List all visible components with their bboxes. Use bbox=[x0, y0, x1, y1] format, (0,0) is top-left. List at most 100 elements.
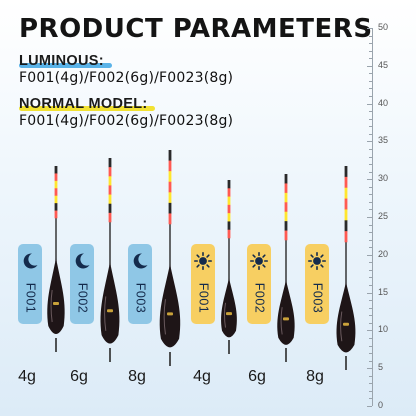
ruler-tick-label: 5 bbox=[378, 362, 384, 373]
ruler-tick bbox=[367, 292, 372, 294]
float-tip-segment bbox=[344, 187, 348, 199]
float-tip-segment bbox=[227, 180, 231, 189]
float-tip-segment bbox=[344, 231, 348, 243]
float-highlight bbox=[104, 296, 107, 331]
ruler-tick bbox=[367, 217, 372, 218]
float-tip-segment bbox=[54, 188, 58, 197]
sun-icon bbox=[194, 252, 213, 271]
float-tip-segment bbox=[168, 192, 172, 204]
float-tip-segment bbox=[168, 202, 172, 214]
ruler-tick bbox=[369, 73, 372, 75]
float-tip-segment bbox=[284, 202, 288, 213]
ruler-tick bbox=[369, 375, 372, 377]
ruler-tick bbox=[367, 28, 372, 29]
ruler-tick bbox=[369, 322, 372, 324]
ruler-tick-label: 50 bbox=[378, 22, 389, 32]
ruler-tick bbox=[369, 353, 372, 355]
normal-label: NORMAL MODEL: bbox=[19, 96, 156, 112]
ruler-tick bbox=[367, 65, 372, 67]
float-tip-segment bbox=[284, 183, 288, 194]
ruler-tick bbox=[369, 126, 372, 128]
float-tip-segment bbox=[284, 192, 288, 203]
luminous-label-text: LUMINOUS: bbox=[19, 53, 104, 69]
luminous-highlight bbox=[19, 63, 112, 68]
normal-label-text: NORMAL MODEL: bbox=[19, 96, 148, 112]
ruler-tick bbox=[369, 247, 372, 249]
ruler-tick bbox=[367, 406, 372, 407]
ruler-tick bbox=[369, 133, 372, 135]
float-tip-segment bbox=[344, 166, 348, 178]
float-tip-segment bbox=[227, 229, 231, 239]
float-ring bbox=[107, 309, 113, 313]
float-tip-segment bbox=[344, 198, 348, 210]
float-tip-segment bbox=[168, 150, 172, 161]
ruler-tick bbox=[369, 209, 372, 211]
sun-icon bbox=[308, 252, 327, 271]
model-card: F001 bbox=[18, 244, 42, 324]
float-tip-segment bbox=[227, 188, 231, 197]
ruler-tick-label: 20 bbox=[378, 248, 389, 259]
ruler-tick-label: 30 bbox=[378, 173, 389, 184]
model-code: F002 bbox=[75, 282, 89, 314]
ruler-tick-label: 10 bbox=[378, 324, 389, 335]
model-code: F002 bbox=[252, 282, 266, 314]
ruler-tick bbox=[369, 390, 372, 392]
ruler-tick bbox=[369, 148, 372, 150]
normal-highlight bbox=[19, 106, 156, 111]
ruler-tick bbox=[369, 111, 372, 113]
float-tip-segment bbox=[168, 213, 172, 225]
ruler-tick bbox=[369, 201, 372, 203]
float-highlight bbox=[224, 302, 226, 328]
float-tip-segment bbox=[108, 167, 112, 177]
float-tip-segment bbox=[168, 171, 172, 183]
ruler-tick bbox=[369, 35, 372, 37]
model-code: F001 bbox=[196, 282, 210, 314]
ruler-tick bbox=[369, 80, 372, 82]
float-tip-segment bbox=[168, 181, 172, 193]
float-body bbox=[277, 280, 295, 345]
float-body bbox=[336, 282, 356, 353]
float-ring bbox=[167, 312, 173, 316]
float-tip-segment bbox=[108, 194, 112, 205]
ruler-tick bbox=[369, 269, 372, 271]
ruler-tick bbox=[367, 368, 372, 370]
ruler-tick bbox=[369, 239, 372, 241]
float-ring bbox=[53, 302, 59, 305]
float-tip-segment bbox=[284, 211, 288, 222]
weight-label: 6g bbox=[70, 368, 88, 385]
float-highlight bbox=[340, 311, 343, 342]
ruler-tick-label: 35 bbox=[378, 135, 389, 146]
float-tip-segment bbox=[284, 221, 288, 231]
model-card: F003 bbox=[128, 244, 152, 324]
weight-label: 4g bbox=[18, 368, 36, 385]
float-tip-segment bbox=[168, 160, 172, 172]
float-ring bbox=[343, 322, 349, 326]
float-ring bbox=[283, 317, 289, 321]
ruler-tick bbox=[369, 360, 372, 362]
ruler-tick bbox=[369, 88, 372, 90]
fishing-float bbox=[336, 166, 356, 370]
ruler-tick bbox=[369, 262, 372, 264]
ruler-tick bbox=[369, 50, 372, 52]
ruler-tick bbox=[369, 156, 372, 158]
ruler-tick bbox=[369, 171, 372, 173]
ruler-tick bbox=[369, 300, 372, 302]
float-body bbox=[159, 264, 181, 348]
float-highlight bbox=[50, 289, 53, 323]
float-tip-segment bbox=[108, 212, 112, 223]
float-tip-segment bbox=[108, 185, 112, 195]
ruler-tick bbox=[367, 330, 372, 332]
luminous-label: LUMINOUS: bbox=[19, 53, 112, 69]
float-tip-segment bbox=[344, 220, 348, 232]
weight-label: 8g bbox=[306, 368, 324, 385]
ruler-tick bbox=[367, 179, 372, 181]
ruler-tick bbox=[369, 186, 372, 188]
model-code: F003 bbox=[133, 282, 147, 314]
float-tip-segment bbox=[54, 210, 58, 219]
ruler-tick bbox=[367, 141, 372, 143]
ruler-tick bbox=[369, 43, 372, 45]
ruler-tick bbox=[369, 164, 372, 166]
float-tip-segment bbox=[54, 173, 58, 182]
ruler-tick bbox=[369, 398, 372, 400]
fishing-float bbox=[221, 180, 237, 354]
